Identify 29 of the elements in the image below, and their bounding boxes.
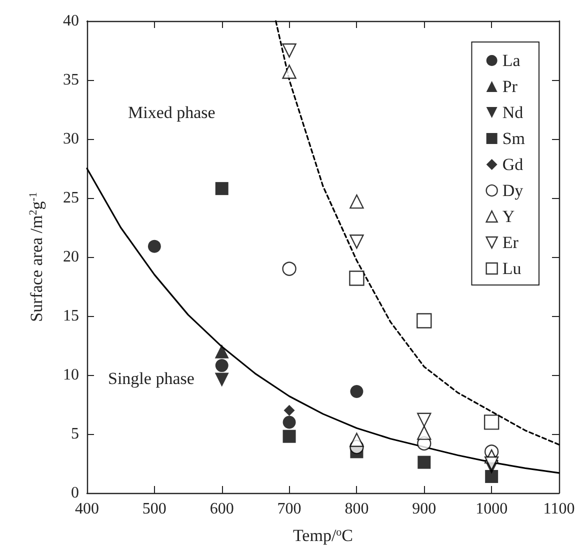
y-axis-title: Surface area /m2g-1 [27,192,46,322]
x-tick-label: 900 [412,500,436,518]
y-tick-label: 40 [63,12,79,30]
x-tick-label: 800 [344,500,369,518]
x-tick-label: 1000 [476,500,508,518]
legend-label: La [502,51,521,70]
x-tick-label: 400 [75,500,99,518]
x-tick-label: 1100 [543,500,575,518]
legend-label: Er [502,233,519,252]
legend-label: Nd [502,103,524,122]
annotation: Mixed phase [128,103,216,122]
x-tick-label: 500 [142,500,166,518]
x-tick-label: 700 [277,500,302,518]
y-tick-label: 30 [63,130,79,148]
legend-label: Gd [502,155,524,174]
x-tick-label: 600 [210,500,234,518]
y-tick-label: 10 [63,366,79,384]
legend-label: Dy [502,181,524,200]
legend-label: Lu [502,259,522,278]
legend-label: Pr [502,77,518,96]
y-tick-label: 35 [63,72,79,88]
y-tick-label: 20 [63,248,79,266]
y-tick-label: 5 [71,426,79,442]
y-tick-label: 15 [63,308,79,324]
y-tick-label: 0 [71,484,79,502]
annotation: Single phase [108,369,194,388]
legend-label: Y [502,207,515,226]
y-tick-label: 25 [63,190,79,206]
legend-label: Sm [502,129,526,148]
